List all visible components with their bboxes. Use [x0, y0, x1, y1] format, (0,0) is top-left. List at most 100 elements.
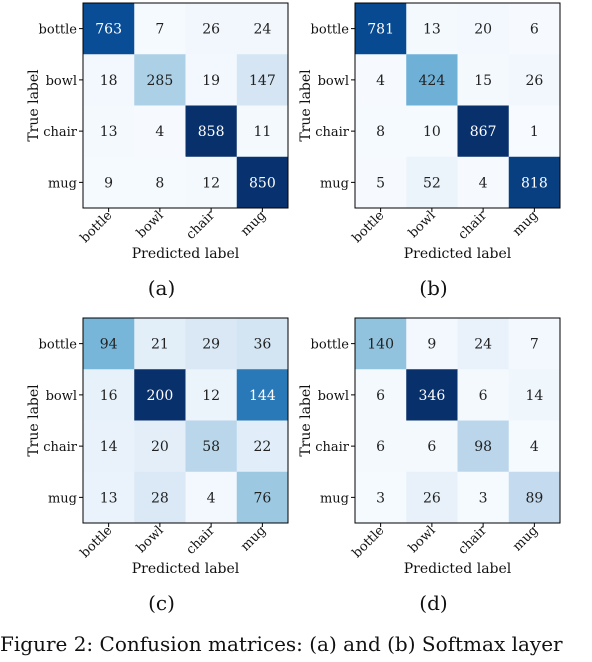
- matrix-cell: [185, 420, 238, 473]
- y-tick-label: bottle: [39, 23, 78, 38]
- matrix-cell: [236, 105, 289, 158]
- cell-value: 4: [155, 124, 164, 140]
- matrix-cell: [508, 156, 561, 209]
- cell-value: 144: [249, 388, 276, 404]
- cell-value: 9: [427, 337, 436, 353]
- cell-value: 147: [249, 73, 276, 89]
- figure-caption: Figure 2: Confusion matrices: (a) and (b…: [0, 632, 563, 656]
- matrix-cell: [185, 318, 238, 370]
- confusion-matrix-b: 781 13 20 64 424 15 268 10 867 15 52 4 818bottlebowl…: [298, 2, 561, 300]
- cell-value: 1: [530, 124, 539, 140]
- matrix-cell: [185, 105, 238, 158]
- y-tick-label: chair: [315, 440, 350, 455]
- matrix-cell: [406, 3, 458, 55]
- matrix-cell: [83, 105, 135, 158]
- confusion-matrix-d: 140 9 24 7 6 346 6 14 6 6 98 4 3 26 3 89 bottle bowl chair…: [298, 317, 561, 615]
- matrix-cell: [457, 420, 510, 473]
- cell-value: 3: [376, 490, 385, 506]
- y-tick-label: bowl: [318, 389, 349, 404]
- y-tick-label: chair: [43, 125, 78, 140]
- cell-value: 98: [474, 439, 492, 455]
- cell-value: 6: [479, 388, 488, 404]
- cell-value: 26: [202, 22, 220, 38]
- x-axis-label: Predicted label: [404, 561, 512, 577]
- x-axis-label: Predicted label: [132, 246, 240, 262]
- cell-value: 21: [151, 337, 169, 353]
- cell-value: 8: [155, 175, 164, 191]
- x-axis-label: Predicted label: [404, 246, 512, 262]
- cell-value: 13: [100, 490, 118, 506]
- y-tick-label: chair: [315, 125, 350, 140]
- matrix-cell: [134, 54, 186, 106]
- y-tick-label: mug: [320, 491, 349, 506]
- cell-value: 781: [367, 22, 394, 38]
- matrix-cell: [457, 3, 510, 55]
- cell-value: 8: [376, 124, 385, 140]
- y-tick-label: bottle: [39, 338, 78, 353]
- x-tick-label: bottle: [78, 208, 116, 246]
- cell-value: 6: [376, 439, 385, 455]
- cell-value: 140: [367, 337, 394, 353]
- cell-value: 14: [100, 439, 118, 455]
- x-tick-label: mug: [238, 523, 269, 554]
- cell-value: 58: [202, 439, 220, 455]
- cell-value: 424: [419, 73, 446, 89]
- y-axis-label: True label: [26, 69, 42, 142]
- matrix-cell: [134, 3, 186, 55]
- cell-value: 285: [147, 73, 174, 89]
- matrix-cell: [406, 471, 458, 524]
- matrix-cell: [185, 54, 238, 106]
- matrix-cell: [457, 54, 510, 106]
- x-tick-label: chair: [183, 523, 218, 558]
- cell-value: 26: [423, 490, 441, 506]
- matrix-cell: [508, 54, 561, 106]
- x-tick-label: mug: [238, 208, 269, 239]
- matrix-cell: [406, 105, 458, 158]
- y-tick-label: bowl: [46, 389, 77, 404]
- x-tick-label: mug: [510, 523, 541, 554]
- x-tick-label: bottle: [350, 523, 388, 561]
- matrix-cell: [83, 54, 135, 106]
- matrix-cell: [134, 471, 186, 524]
- y-tick-label: chair: [43, 440, 78, 455]
- x-tick-label: bowl: [406, 208, 439, 241]
- matrix-cell: [355, 471, 407, 524]
- cell-value: 10: [423, 124, 441, 140]
- matrix-cell: [355, 105, 407, 158]
- cell-value: 29: [202, 337, 220, 353]
- matrix-frame: [82, 2, 289, 209]
- cell-value: 24: [253, 22, 271, 38]
- matrix-cell: [355, 54, 407, 106]
- cell-value: 14: [525, 388, 543, 404]
- matrix-cell: [406, 369, 458, 421]
- matrix-cell: [508, 3, 561, 55]
- matrix-frame: [354, 317, 561, 524]
- cell-value: 200: [147, 388, 174, 404]
- matrix-cell: [457, 318, 510, 370]
- matrix-cell: [134, 369, 186, 421]
- cell-value: 20: [474, 22, 492, 38]
- matrix-cell: [134, 318, 186, 370]
- x-tick-label: bottle: [350, 208, 388, 246]
- cell-value: 13: [423, 22, 441, 38]
- matrix-cell: [83, 3, 135, 55]
- cell-value: 76: [253, 490, 271, 506]
- cell-value: 24: [474, 337, 492, 353]
- y-tick-label: mug: [320, 176, 349, 191]
- matrix-cell: [185, 369, 238, 421]
- y-tick-label: bottle: [311, 23, 350, 38]
- cell-value: 18: [100, 73, 118, 89]
- y-tick-label: bottle: [311, 338, 350, 353]
- y-tick-label: mug: [48, 491, 77, 506]
- y-axis-label: True label: [298, 69, 314, 142]
- cell-value: 94: [100, 337, 118, 353]
- matrix-cell: [355, 369, 407, 421]
- cell-value: 12: [202, 388, 220, 404]
- matrix-cell: [355, 3, 407, 55]
- matrix-cell: [185, 156, 238, 209]
- y-axis-label: True label: [298, 384, 314, 457]
- cell-value: 9: [104, 175, 113, 191]
- matrix-cell: [236, 3, 289, 55]
- matrix-cell: [457, 105, 510, 158]
- cell-value: 4: [207, 490, 216, 506]
